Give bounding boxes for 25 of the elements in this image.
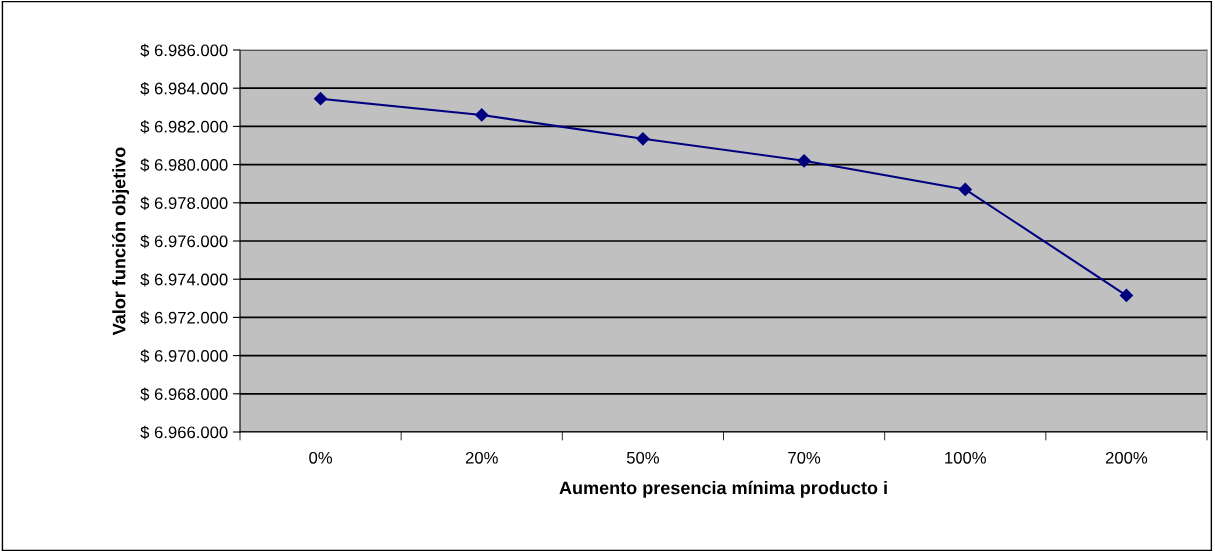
x-axis-title: Aumento presencia mínima producto i (559, 480, 887, 498)
y-tick-label: $ 6.972.000 (140, 311, 228, 325)
y-tick-label: $ 6.984.000 (140, 81, 228, 96)
point (958, 182, 972, 197)
y-tick-label: $ 6.980.000 (140, 158, 228, 172)
y-tick-label: $ 6.978.000 (140, 196, 228, 210)
y-tick-label: $ 6.986.000 (140, 43, 228, 58)
x-tick-label: 50% (626, 451, 659, 464)
y-tick-label: $ 6.966.000 (140, 425, 228, 440)
y-tick-label: $ 6.968.000 (140, 387, 228, 401)
y-tick-label: $ 6.970.000 (140, 349, 228, 363)
point (636, 132, 650, 146)
y-tick-label: $ 6.974.000 (140, 272, 228, 287)
point (313, 92, 328, 106)
y-tick-label: $ 6.982.000 (140, 120, 228, 134)
point (797, 154, 811, 168)
x-tick-label: 0% (309, 451, 333, 464)
x-tick-label: 100% (945, 451, 986, 464)
y-tick-label: $ 6.976.000 (140, 234, 228, 249)
y-axis-title: Valor función objetivo (112, 147, 130, 336)
point (1119, 288, 1134, 303)
x-tick-label: 70% (788, 451, 821, 464)
point (475, 108, 489, 122)
x-tick-label: 20% (465, 451, 498, 464)
x-tick-label: 200% (1105, 451, 1148, 464)
